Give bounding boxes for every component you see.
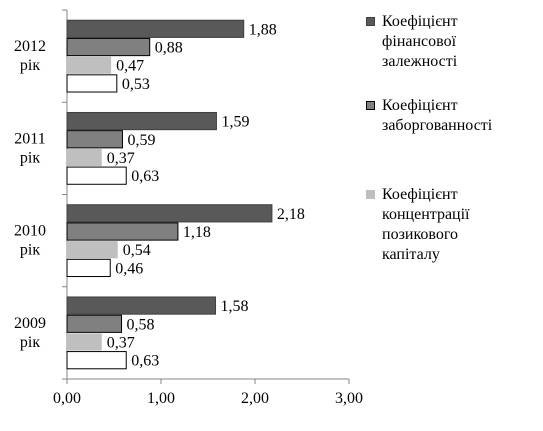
bar: [66, 74, 118, 93]
category-label: 2011 рік: [14, 130, 45, 166]
data-label: 1,59: [221, 114, 249, 131]
legend-label: Коефіцієнт заборгованності: [382, 97, 493, 134]
data-label: 1,88: [249, 21, 277, 38]
bar: [66, 130, 123, 149]
data-label: 0,63: [131, 353, 159, 370]
data-label: 0,37: [107, 150, 135, 167]
category-label: 2010 рік: [14, 223, 46, 259]
data-label: 1,58: [221, 298, 249, 315]
category-label: 2012 рік: [14, 38, 46, 74]
data-label: 2,18: [277, 206, 305, 223]
data-label: 0,63: [131, 168, 159, 185]
bar: [66, 296, 217, 315]
legend-swatch: [366, 190, 375, 199]
bar: [67, 241, 118, 259]
legend-swatch: [366, 17, 375, 26]
bar: [66, 351, 127, 370]
data-label: 0,47: [116, 58, 144, 75]
x-tick-label: 3,00: [335, 390, 363, 407]
bar: [67, 333, 102, 351]
data-label: 0,54: [123, 242, 151, 259]
bar: [66, 37, 151, 57]
legend-label: Коефіцієнт фінансової залежності: [382, 13, 458, 70]
x-tick-label: 1,00: [147, 390, 175, 407]
data-label: 0,58: [127, 316, 155, 333]
bar: [66, 258, 111, 278]
data-label: 0,53: [122, 76, 150, 93]
category-label: 2009 рік: [14, 315, 46, 351]
x-tick-label: 2,00: [241, 390, 269, 407]
data-label: 0,37: [107, 334, 135, 351]
bar: [67, 148, 102, 167]
legend-swatch: [366, 101, 375, 110]
bar: [66, 111, 217, 131]
legend-label: Коефіцієнт концентрації позикового капіталу: [382, 186, 470, 263]
bar: [66, 314, 123, 333]
data-label: 1,18: [183, 224, 211, 241]
bar: [66, 204, 273, 223]
x-tick-label: 0,00: [53, 390, 81, 407]
data-label: 0,88: [155, 40, 183, 57]
bar: [66, 222, 179, 241]
bar: [67, 56, 112, 74]
data-label: 0,46: [115, 260, 143, 277]
bar: [66, 19, 245, 38]
bar: [66, 166, 127, 185]
data-label: 0,59: [127, 132, 155, 149]
